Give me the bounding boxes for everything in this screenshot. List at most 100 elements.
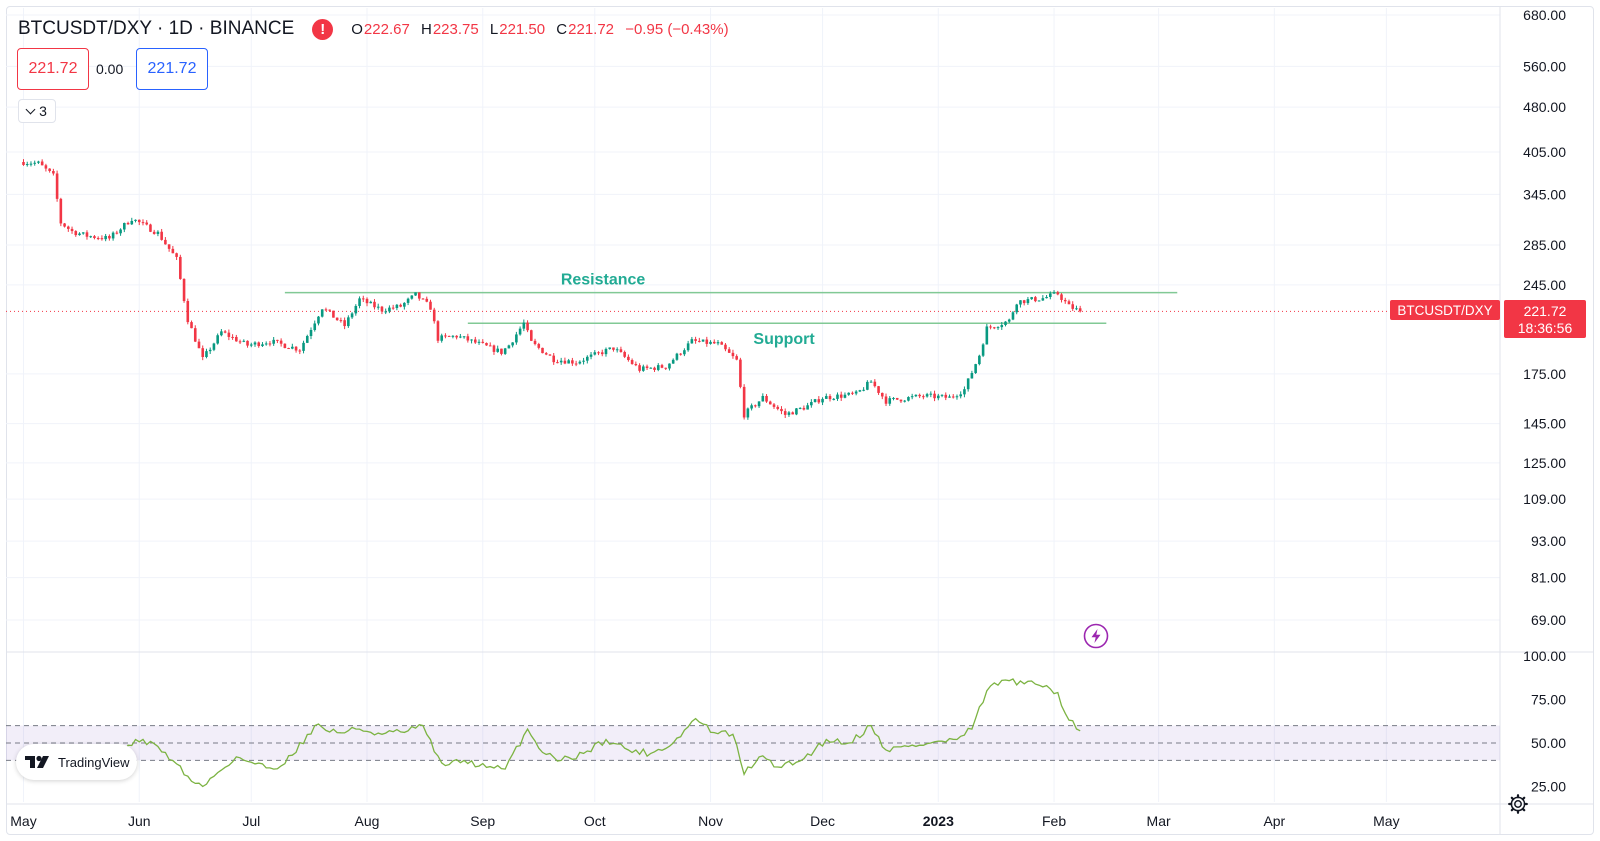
candle	[866, 380, 869, 391]
candle	[111, 231, 115, 241]
sell-button[interactable]: 221.72	[17, 48, 89, 90]
candle	[936, 393, 940, 401]
grid-lines	[6, 8, 1500, 802]
candle	[339, 317, 343, 323]
candle	[123, 222, 126, 233]
candle	[600, 349, 604, 357]
candle	[477, 339, 481, 345]
symbol-tag-text: BTCUSDT/DXY	[1397, 303, 1492, 318]
candle	[93, 235, 96, 240]
candle	[951, 394, 955, 399]
candle	[787, 411, 791, 417]
candle	[526, 320, 529, 333]
symbol-title[interactable]: BTCUSDT/DXY · 1D · BINANCE	[18, 18, 295, 39]
tradingview-logo[interactable]: TradingView	[16, 744, 137, 780]
candle	[440, 333, 443, 343]
candle	[156, 230, 160, 237]
candle	[220, 329, 223, 337]
candle	[324, 307, 328, 312]
candle	[895, 397, 899, 401]
candle	[989, 324, 992, 330]
candle	[544, 352, 548, 356]
candle	[589, 351, 593, 360]
candle	[642, 364, 645, 372]
candle	[1056, 290, 1060, 296]
candle	[533, 338, 537, 346]
candle	[451, 335, 455, 339]
candle	[350, 312, 354, 319]
candle	[869, 380, 873, 383]
candle	[701, 339, 705, 342]
candle	[720, 341, 724, 345]
candle	[249, 342, 253, 348]
candle	[164, 237, 167, 245]
indicators-toggle[interactable]: 3	[18, 99, 56, 123]
candle	[712, 339, 716, 344]
level-lines: Resistance Support	[6, 272, 1500, 348]
candle	[115, 230, 119, 235]
candle	[145, 220, 149, 226]
candle	[690, 336, 694, 344]
candle	[754, 404, 757, 408]
candle	[974, 363, 977, 374]
candle	[48, 168, 51, 173]
x-tick-label: May	[10, 813, 36, 829]
candle	[1052, 290, 1056, 295]
candle	[1063, 297, 1067, 304]
axis-labels: 680.00 560.00 480.00 405.00 345.00 285.00 245.…	[10, 7, 1566, 829]
tradingview-logo-icon	[25, 755, 49, 768]
candle	[358, 296, 361, 309]
candle	[85, 230, 89, 240]
candle	[634, 361, 638, 367]
candle	[515, 331, 518, 345]
x-tick-label: Feb	[1042, 813, 1066, 829]
lightning-icon[interactable]	[1083, 623, 1109, 649]
candle	[395, 303, 399, 311]
candle	[783, 408, 787, 419]
candle	[559, 357, 563, 365]
candle	[817, 396, 821, 404]
candle	[1078, 305, 1082, 313]
candle	[1004, 321, 1007, 327]
candle	[332, 310, 335, 318]
candle	[675, 352, 679, 361]
y-tick-label: 405.00	[1523, 144, 1566, 160]
candle	[608, 347, 612, 350]
candle	[503, 347, 507, 355]
exclamation-icon[interactable]: !	[312, 18, 334, 40]
buy-button[interactable]: 221.72	[136, 48, 208, 90]
candle	[425, 296, 429, 303]
candle	[473, 336, 477, 344]
candle	[309, 327, 313, 340]
countdown-text: 18:36:56	[1518, 320, 1573, 336]
candle	[399, 303, 402, 308]
candle	[1067, 299, 1071, 305]
candle	[612, 347, 615, 352]
candle	[978, 354, 981, 366]
candle	[656, 363, 660, 372]
candle	[1026, 296, 1030, 305]
candle	[839, 391, 843, 401]
gear-icon[interactable]	[1508, 794, 1528, 814]
candle	[104, 233, 107, 242]
candle	[305, 334, 309, 344]
candle	[1075, 305, 1078, 311]
candle	[922, 394, 925, 400]
candle	[970, 370, 974, 379]
candle	[347, 315, 350, 328]
candle	[52, 168, 55, 176]
candle	[940, 394, 944, 398]
candle	[167, 244, 171, 252]
candle	[907, 396, 910, 402]
candle	[44, 163, 48, 172]
candle	[481, 339, 485, 344]
candle	[320, 309, 324, 318]
spread-value: 0.00	[96, 61, 124, 77]
candle	[963, 386, 966, 398]
candle	[485, 342, 488, 346]
y-tick-label: 480.00	[1523, 99, 1566, 115]
candle	[406, 297, 410, 306]
candle	[877, 385, 880, 395]
candle	[780, 406, 783, 415]
